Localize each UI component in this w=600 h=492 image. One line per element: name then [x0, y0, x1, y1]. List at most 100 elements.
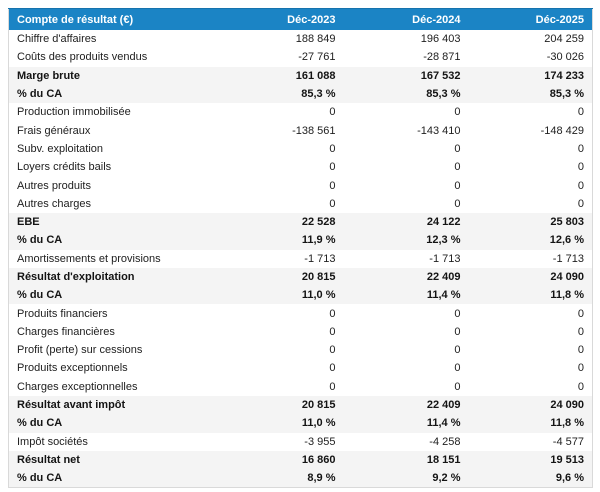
cell-value: 22 528 — [219, 212, 344, 232]
cell-value: 0 — [219, 304, 344, 323]
cell-value: 0 — [343, 359, 469, 378]
table-row: Produits exceptionnels 0 0 0 — [8, 359, 593, 378]
cell-value: 11,4 % — [343, 414, 469, 433]
row-label: Autres produits — [8, 176, 220, 195]
cell-value: 204 259 — [468, 30, 593, 49]
row-label: Résultat d'exploitation — [8, 267, 220, 287]
cell-value: 0 — [343, 194, 469, 213]
cell-value: 0 — [468, 322, 593, 342]
row-label: Subv. exploitation — [8, 139, 220, 159]
table-row: Production immobilisée 0 0 0 — [8, 103, 593, 122]
cell-value: 161 088 — [219, 66, 344, 85]
table-row: Profit (perte) sur cessions 0 0 0 — [8, 341, 593, 360]
cell-value: 9,2 % — [343, 469, 469, 488]
table-header-row: Compte de résultat (€) Déc-2023 Déc-2024… — [8, 8, 593, 30]
cell-value: 11,4 % — [343, 286, 469, 305]
table-row: Subv. exploitation 0 0 0 — [8, 139, 593, 159]
cell-value: 0 — [343, 139, 469, 159]
income-statement-table: Compte de résultat (€) Déc-2023 Déc-2024… — [8, 8, 593, 489]
cell-value: -138 561 — [219, 121, 344, 140]
table-row: Marge brute 161 088 167 532 174 233 — [8, 66, 593, 85]
row-label: Autres charges — [8, 194, 220, 213]
cell-value: 0 — [343, 322, 469, 342]
table-row: Charges exceptionnelles 0 0 0 — [8, 377, 593, 396]
cell-value: 174 233 — [468, 66, 593, 85]
cell-value: 16 860 — [219, 450, 344, 470]
column-header-dec-2025: Déc-2025 — [468, 8, 593, 30]
cell-value: 0 — [468, 377, 593, 396]
row-label: Amortissements et provisions — [8, 249, 220, 268]
cell-value: 24 090 — [468, 267, 593, 287]
row-label: % du CA — [8, 414, 220, 433]
row-label: % du CA — [8, 84, 220, 104]
cell-value: -1 713 — [219, 249, 344, 268]
cell-value: 0 — [468, 359, 593, 378]
cell-value: 0 — [343, 103, 469, 122]
cell-value: 0 — [468, 103, 593, 122]
cell-value: 188 849 — [219, 30, 344, 49]
cell-value: -27 761 — [219, 48, 344, 67]
cell-value: -30 026 — [468, 48, 593, 67]
table-row: EBE 22 528 24 122 25 803 — [8, 212, 593, 232]
cell-value: 0 — [343, 158, 469, 177]
cell-value: 12,6 % — [468, 231, 593, 250]
row-label: % du CA — [8, 286, 220, 305]
cell-value: 11,8 % — [468, 414, 593, 433]
row-label: Produits financiers — [8, 304, 220, 323]
cell-value: -4 258 — [343, 432, 469, 451]
cell-value: 19 513 — [468, 450, 593, 470]
cell-value: 0 — [468, 341, 593, 360]
table-row: Autres produits 0 0 0 — [8, 176, 593, 195]
row-label: Chiffre d'affaires — [8, 30, 220, 49]
table-row: % du CA 8,9 % 9,2 % 9,6 % — [8, 469, 593, 488]
cell-value: 22 409 — [343, 395, 469, 415]
cell-value: 0 — [468, 304, 593, 323]
cell-value: 0 — [219, 377, 344, 396]
row-label: Produits exceptionnels — [8, 359, 220, 378]
cell-value: 9,6 % — [468, 469, 593, 488]
cell-value: -3 955 — [219, 432, 344, 451]
row-label: Production immobilisée — [8, 103, 220, 122]
column-header-dec-2024: Déc-2024 — [343, 8, 469, 30]
cell-value: 0 — [343, 377, 469, 396]
table-row: Impôt sociétés -3 955 -4 258 -4 577 — [8, 432, 593, 451]
table-row: Autres charges 0 0 0 — [8, 194, 593, 213]
table-row: % du CA 11,0 % 11,4 % 11,8 % — [8, 414, 593, 433]
cell-value: 0 — [343, 341, 469, 360]
cell-value: 0 — [219, 359, 344, 378]
cell-value: 20 815 — [219, 267, 344, 287]
cell-value: 0 — [343, 304, 469, 323]
table-row: % du CA 11,9 % 12,3 % 12,6 % — [8, 231, 593, 250]
column-header-dec-2023: Déc-2023 — [219, 8, 344, 30]
column-header-title: Compte de résultat (€) — [8, 8, 220, 30]
cell-value: 0 — [219, 194, 344, 213]
cell-value: 11,0 % — [219, 414, 344, 433]
cell-value: 0 — [468, 194, 593, 213]
table-row: Loyers crédits bails 0 0 0 — [8, 158, 593, 177]
row-label: Profit (perte) sur cessions — [8, 341, 220, 360]
row-label: Frais généraux — [8, 121, 220, 140]
row-label: Résultat avant impôt — [8, 395, 220, 415]
table-row: Charges financières 0 0 0 — [8, 322, 593, 342]
table-row: Frais généraux -138 561 -143 410 -148 42… — [8, 121, 593, 140]
cell-value: 196 403 — [343, 30, 469, 49]
cell-value: 25 803 — [468, 212, 593, 232]
cell-value: 0 — [343, 176, 469, 195]
cell-value: 0 — [468, 176, 593, 195]
cell-value: 0 — [219, 322, 344, 342]
cell-value: 85,3 % — [219, 84, 344, 104]
row-label: Coûts des produits vendus — [8, 48, 220, 67]
cell-value: -1 713 — [468, 249, 593, 268]
table-row: % du CA 85,3 % 85,3 % 85,3 % — [8, 84, 593, 104]
cell-value: 24 090 — [468, 395, 593, 415]
cell-value: 12,3 % — [343, 231, 469, 250]
cell-value: 11,8 % — [468, 286, 593, 305]
table-row: Produits financiers 0 0 0 — [8, 304, 593, 323]
cell-value: -143 410 — [343, 121, 469, 140]
table-row: Résultat avant impôt 20 815 22 409 24 09… — [8, 395, 593, 415]
table-row: Amortissements et provisions -1 713 -1 7… — [8, 249, 593, 268]
cell-value: 0 — [219, 139, 344, 159]
cell-value: 0 — [468, 139, 593, 159]
cell-value: 22 409 — [343, 267, 469, 287]
